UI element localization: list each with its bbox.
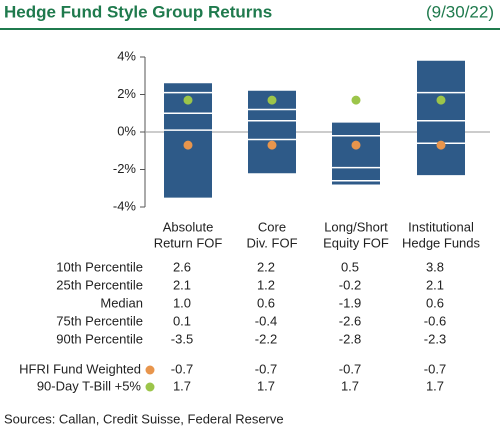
table-value: -0.7 <box>171 361 193 376</box>
x-tick-label: Institutional <box>408 219 474 234</box>
table-value: -0.7 <box>424 361 446 376</box>
x-tick-label: Core <box>258 219 286 234</box>
dot <box>351 95 361 105</box>
table-value: 0.6 <box>257 295 275 310</box>
table-value: -2.6 <box>339 313 361 328</box>
row-label: 75th Percentile <box>56 313 143 328</box>
dot <box>436 95 446 105</box>
table-value: 3.8 <box>426 259 444 274</box>
y-tick-label: -4% <box>113 198 137 213</box>
y-tick-label: -2% <box>113 161 137 176</box>
table-value: 1.0 <box>173 295 191 310</box>
row-label: 25th Percentile <box>56 277 143 292</box>
x-tick-label: Long/Short <box>324 219 388 234</box>
dot <box>351 140 361 150</box>
x-tick-label: Return FOF <box>154 235 223 250</box>
table-value: -0.6 <box>424 313 446 328</box>
table-value: -3.5 <box>171 331 193 346</box>
row-label: 90-Day T-Bill +5% <box>37 378 142 393</box>
table-value: 2.1 <box>173 277 191 292</box>
dot <box>267 140 277 150</box>
table-value: 2.2 <box>257 259 275 274</box>
table-value: 2.6 <box>173 259 191 274</box>
chart-title: Hedge Fund Style Group Returns <box>4 2 272 21</box>
table-value: -0.7 <box>339 361 361 376</box>
bar <box>332 122 380 185</box>
bar <box>417 60 465 176</box>
dot <box>436 140 446 150</box>
table-value: 0.5 <box>341 259 359 274</box>
table-value: -2.8 <box>339 331 361 346</box>
row-label: 90th Percentile <box>56 331 143 346</box>
table-value: -2.2 <box>255 331 277 346</box>
table-value: 1.7 <box>173 378 191 393</box>
legend-swatch <box>145 382 155 392</box>
dot <box>267 95 277 105</box>
chart-date: (9/30/22) <box>426 2 494 21</box>
table-value: 2.1 <box>426 277 444 292</box>
table-value: 1.2 <box>257 277 275 292</box>
source: Sources: Callan, Credit Suisse, Federal … <box>4 411 284 426</box>
dot <box>183 95 193 105</box>
y-tick-label: 0% <box>117 123 136 138</box>
table-value: -0.7 <box>255 361 277 376</box>
x-tick-label: Hedge Funds <box>402 235 481 250</box>
table-value: 0.6 <box>426 295 444 310</box>
x-tick-label: Equity FOF <box>323 235 389 250</box>
x-tick-label: Div. FOF <box>246 235 297 250</box>
table-value: -0.4 <box>255 313 277 328</box>
table-value: 0.1 <box>173 313 191 328</box>
y-tick-label: 4% <box>117 48 136 63</box>
y-tick-label: 2% <box>117 86 136 101</box>
row-label: 10th Percentile <box>56 259 143 274</box>
x-tick-label: Absolute <box>163 219 214 234</box>
table-value: 1.7 <box>341 378 359 393</box>
legend-swatch <box>145 365 155 375</box>
table-value: 1.7 <box>257 378 275 393</box>
dot <box>183 140 193 150</box>
table-value: -2.3 <box>424 331 446 346</box>
table-value: -1.9 <box>339 295 361 310</box>
row-label: Median <box>100 295 143 310</box>
row-label: HFRI Fund Weighted <box>19 361 141 376</box>
table-value: -0.2 <box>339 277 361 292</box>
table-value: 1.7 <box>426 378 444 393</box>
